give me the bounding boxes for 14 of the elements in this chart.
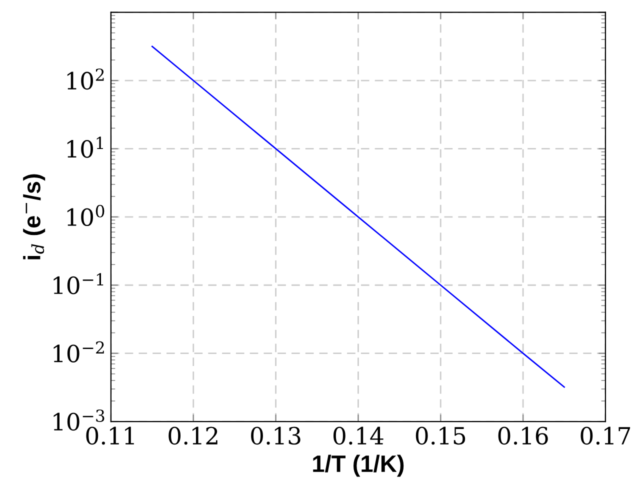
x-tick-label: 0.14 (333, 426, 384, 445)
line-series (151, 46, 565, 388)
x-tick-label: 0.12 (168, 426, 218, 445)
y-tick-label: 10$^{0}$ (67, 204, 104, 226)
y-tick-label: 10$^{−1}$ (54, 273, 104, 294)
x-tick-label: 0.13 (251, 426, 300, 445)
x-tick-label: 0.17 (580, 426, 630, 445)
x-tick-label: 0.16 (498, 426, 548, 445)
y-tick-label: 10$^{−2}$ (54, 341, 104, 362)
y-axis-title: i$_{d}$ (e$^{−}$/s) (23, 174, 46, 260)
x-tick-label: 0.15 (416, 426, 466, 445)
y-tick-label: 10$^{1}$ (67, 136, 103, 158)
x-axis-title: 1/T (1/K) (313, 454, 404, 477)
y-tick-label: 10$^{2}$ (67, 68, 104, 90)
